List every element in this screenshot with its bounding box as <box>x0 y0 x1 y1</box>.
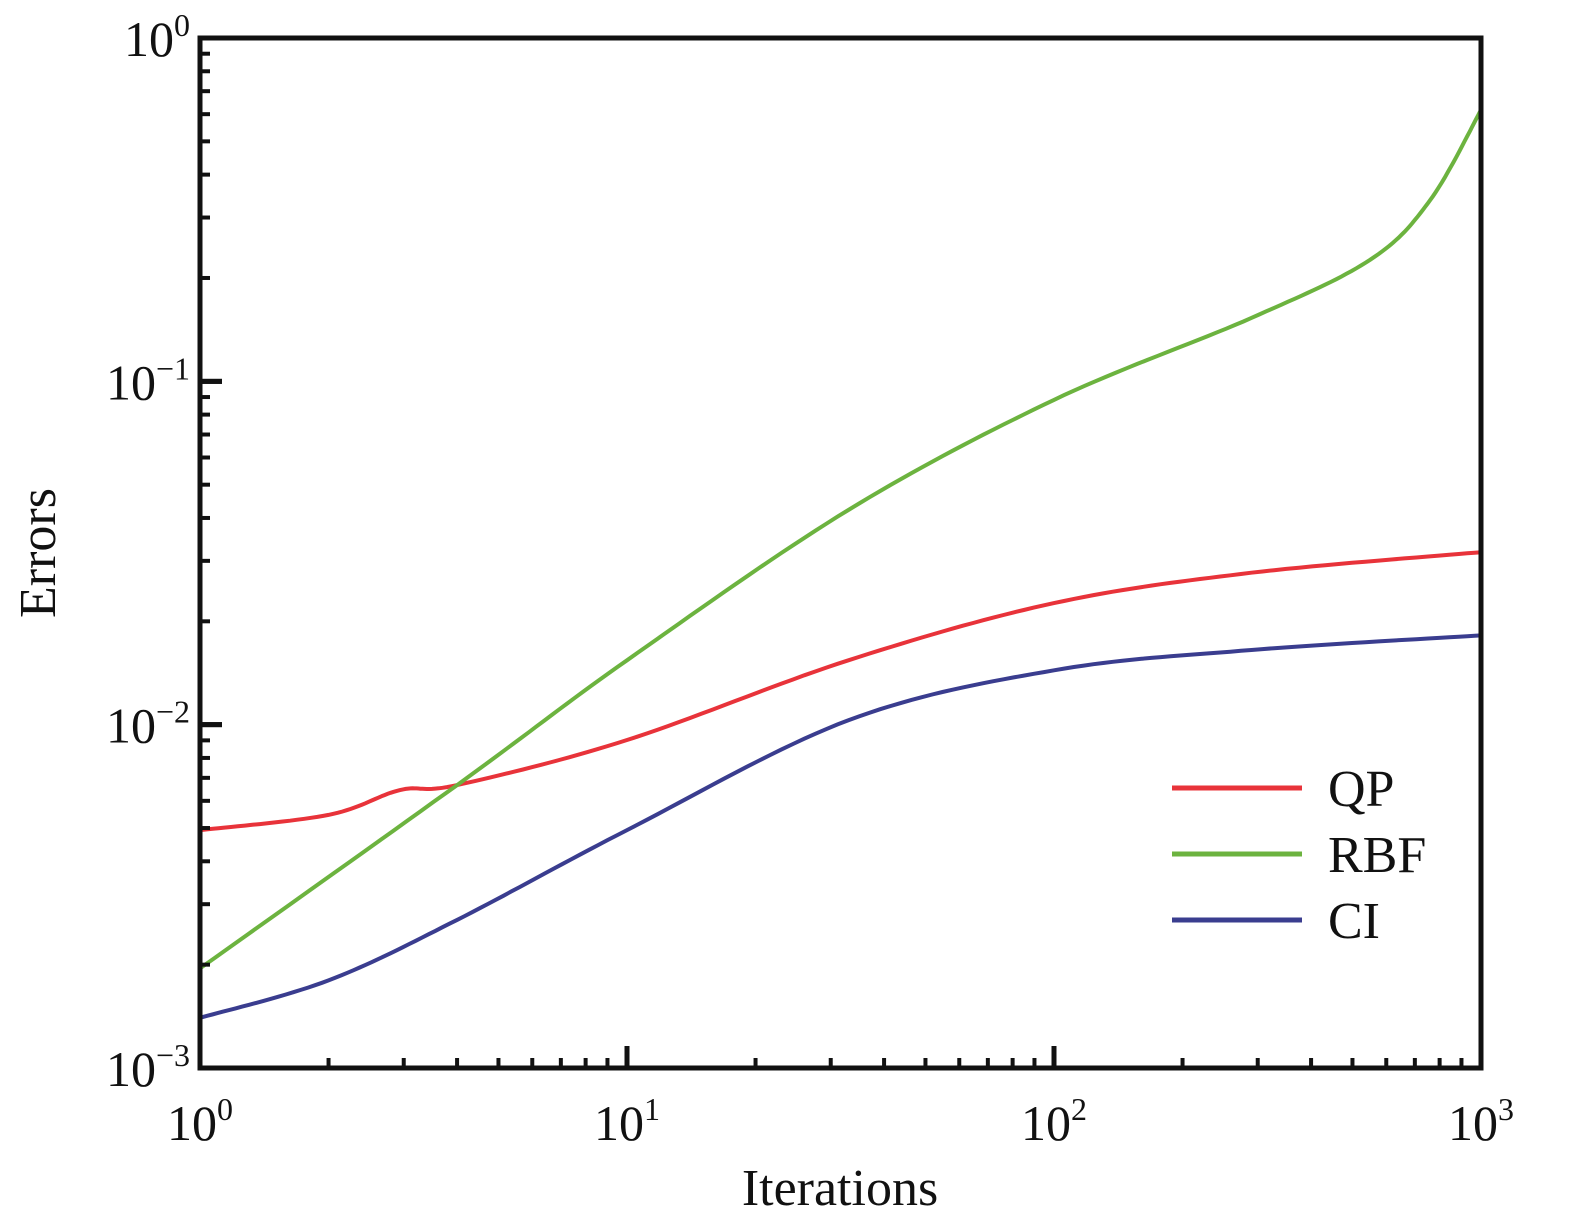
tick-base: 10 <box>106 1041 156 1097</box>
legend-label: QP <box>1328 761 1394 818</box>
tick-base: 10 <box>1021 1095 1071 1151</box>
tick-exponent: 0 <box>217 1091 233 1127</box>
y-tick-label: 10−2 <box>106 694 190 754</box>
tick-exponent: 3 <box>1498 1091 1514 1127</box>
axis-ticks <box>197 35 1484 1071</box>
tick-base: 10 <box>106 698 156 754</box>
x-tick-label: 100 <box>167 1091 233 1151</box>
legend: QP RBF CI <box>1172 761 1426 950</box>
tick-exponent: 1 <box>644 1091 660 1127</box>
tick-base: 10 <box>167 1095 217 1151</box>
series-line-qp <box>199 550 1482 833</box>
tick-exponent: 0 <box>174 7 190 43</box>
x-axis-label: Iterations <box>742 1160 938 1217</box>
tick-base: 10 <box>1448 1095 1498 1151</box>
tick-base: 10 <box>106 354 156 410</box>
y-axis-label: Errors <box>10 488 67 618</box>
legend-label: RBF <box>1328 827 1426 884</box>
x-tick-label: 103 <box>1448 1091 1514 1151</box>
y-tick-label: 10−1 <box>106 350 190 410</box>
tick-exponent: −1 <box>156 350 190 386</box>
tick-base: 10 <box>594 1095 644 1151</box>
x-tick-labels: 100 101 102 103 <box>167 1091 1514 1151</box>
x-tick-label: 101 <box>594 1091 660 1151</box>
tick-exponent: −3 <box>156 1037 190 1073</box>
series-line-ci <box>199 633 1482 1020</box>
y-tick-label: 100 <box>124 7 190 67</box>
tick-base: 10 <box>124 11 174 67</box>
tick-exponent: 2 <box>1071 1091 1087 1127</box>
legend-label: CI <box>1328 893 1380 950</box>
y-tick-label: 10−3 <box>106 1037 190 1097</box>
x-tick-label: 102 <box>1021 1091 1087 1151</box>
plot-frame <box>197 35 1484 1071</box>
series-lines <box>198 109 1483 1020</box>
tick-exponent: −2 <box>156 694 190 730</box>
series-line-rbf <box>198 109 1483 971</box>
